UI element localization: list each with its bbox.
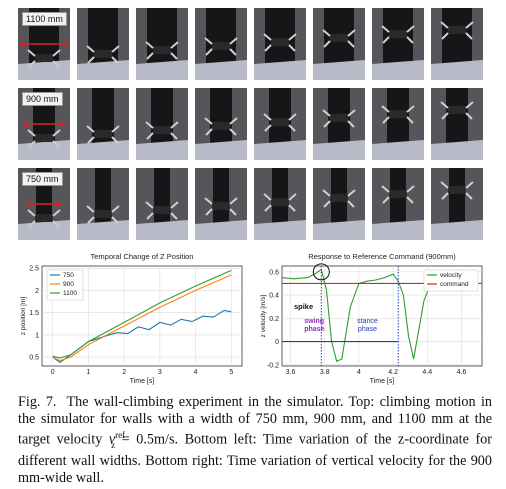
sim-frame <box>372 8 424 80</box>
sim-frame <box>77 168 129 240</box>
spike-annotation: spike <box>294 302 313 311</box>
x-tick-label: 4.6 <box>457 369 467 376</box>
caption-text-1: The wall-climbing experiment in the simu… <box>18 394 492 448</box>
y-tick-label: 0.5 <box>29 355 39 362</box>
x-tick-label: 0 <box>51 369 55 376</box>
caption-symbol-sup: ref <box>115 430 126 441</box>
series-line-900 <box>52 274 232 362</box>
y-tick-label: 2 <box>35 288 39 295</box>
wall-width-label: 750 mm <box>22 172 63 186</box>
strip-900mm: 900 mm <box>18 88 488 160</box>
caption-text-2: = 0.5m/s. Bottom left: Time variation of… <box>18 431 492 486</box>
sim-frame <box>254 168 306 240</box>
sim-frame <box>372 168 424 240</box>
stance-phase-label: stance <box>357 318 378 325</box>
sim-frame <box>195 88 247 160</box>
series-line-1100 <box>52 269 232 359</box>
sim-frame <box>136 8 188 80</box>
legend-label: 1100 <box>63 290 77 297</box>
x-tick-label: 4 <box>357 369 361 376</box>
strip-1100mm: 1100 mm <box>18 8 488 80</box>
sim-frame <box>195 8 247 80</box>
y-tick-label: 0.4 <box>269 293 279 300</box>
sim-frame <box>372 88 424 160</box>
y-tick-label: 1.5 <box>29 310 39 317</box>
y-tick-label: 0.2 <box>269 316 279 323</box>
y-axis-label: z velocity [m/s] <box>260 295 267 338</box>
chart-title: Temporal Change of Z Position <box>91 252 194 261</box>
caption-symbol-sub: z <box>111 439 116 450</box>
wall-width-arrow <box>23 121 65 127</box>
figure-caption: Fig. 7. The wall-climbing experiment in t… <box>18 394 492 487</box>
y-tick-label: -0.2 <box>267 362 279 369</box>
swing-phase-label: swing <box>304 318 324 325</box>
climbing-snapshots: 1100 mm 900 mm 750 mm <box>18 8 488 240</box>
legend-label: command <box>440 281 469 288</box>
sim-frame <box>136 88 188 160</box>
x-tick-label: 3 <box>158 369 162 376</box>
stance-phase-label: phase <box>358 326 377 333</box>
x-tick-label: 2 <box>122 369 126 376</box>
sim-frame <box>136 168 188 240</box>
legend-label: 750 <box>63 272 74 279</box>
sim-frame <box>313 168 365 240</box>
x-tick-label: 3.8 <box>320 369 330 376</box>
legend-label: velocity <box>440 272 462 279</box>
x-tick-label: 4.2 <box>388 369 398 376</box>
sim-frame <box>77 88 129 160</box>
strip-750mm: 750 mm <box>18 168 488 240</box>
figure-number: Fig. 7. <box>18 394 57 410</box>
sim-frame <box>431 88 483 160</box>
x-axis-label: Time [s] <box>370 378 395 385</box>
x-tick-label: 1 <box>86 369 90 376</box>
wall-width-label: 900 mm <box>22 92 63 106</box>
wall-width-label: 1100 mm <box>22 12 67 26</box>
sim-frame <box>195 168 247 240</box>
sim-frame <box>77 8 129 80</box>
y-axis-label: z position [m] <box>20 297 27 335</box>
sim-frame <box>313 8 365 80</box>
x-tick-label: 3.6 <box>286 369 296 376</box>
y-tick-label: 2.5 <box>29 266 39 273</box>
chart-title: Response to Reference Command (900mm) <box>308 252 456 261</box>
sim-frame <box>313 88 365 160</box>
sim-frame <box>431 168 483 240</box>
y-tick-label: 0.6 <box>269 269 279 276</box>
caption-symbol: v <box>108 431 116 448</box>
wall-width-arrow <box>26 201 62 207</box>
sim-frame <box>431 8 483 80</box>
spike-marker <box>312 263 330 281</box>
x-axis-label: Time [s] <box>130 378 155 385</box>
y-tick-label: 1 <box>35 332 39 339</box>
x-tick-label: 4.4 <box>422 369 432 376</box>
swing-phase-label: phase <box>304 326 324 333</box>
sim-frame <box>254 8 306 80</box>
x-tick-label: 4 <box>194 369 198 376</box>
wall-width-arrow <box>19 41 69 47</box>
legend-box <box>423 269 479 292</box>
legend-label: 900 <box>63 281 74 288</box>
y-tick-label: 0 <box>275 339 279 346</box>
x-tick-label: 5 <box>229 369 233 376</box>
sim-frame <box>254 88 306 160</box>
